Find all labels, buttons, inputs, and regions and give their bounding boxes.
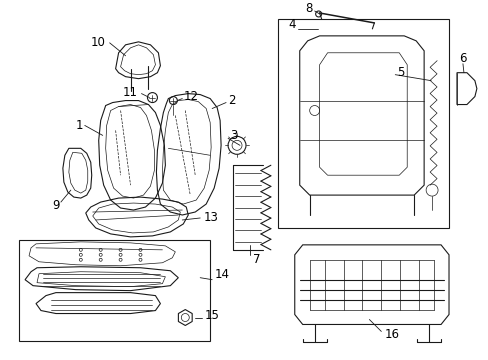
Text: 4: 4: [287, 18, 295, 31]
Text: 7: 7: [252, 253, 260, 266]
Text: 6: 6: [458, 52, 466, 65]
Text: 10: 10: [91, 36, 105, 49]
Text: 15: 15: [204, 309, 219, 322]
Text: 2: 2: [227, 94, 235, 107]
Text: 1: 1: [75, 119, 82, 132]
Text: 12: 12: [183, 90, 198, 103]
Text: 5: 5: [396, 66, 404, 79]
Text: 13: 13: [203, 211, 218, 225]
Text: 3: 3: [229, 129, 237, 142]
Text: 16: 16: [384, 328, 399, 341]
Text: 14: 14: [215, 268, 230, 281]
Text: 11: 11: [122, 86, 137, 99]
Text: 9: 9: [52, 199, 60, 212]
Text: 8: 8: [305, 3, 312, 15]
Bar: [19, 240, 210, 341]
Bar: [277, 19, 448, 228]
